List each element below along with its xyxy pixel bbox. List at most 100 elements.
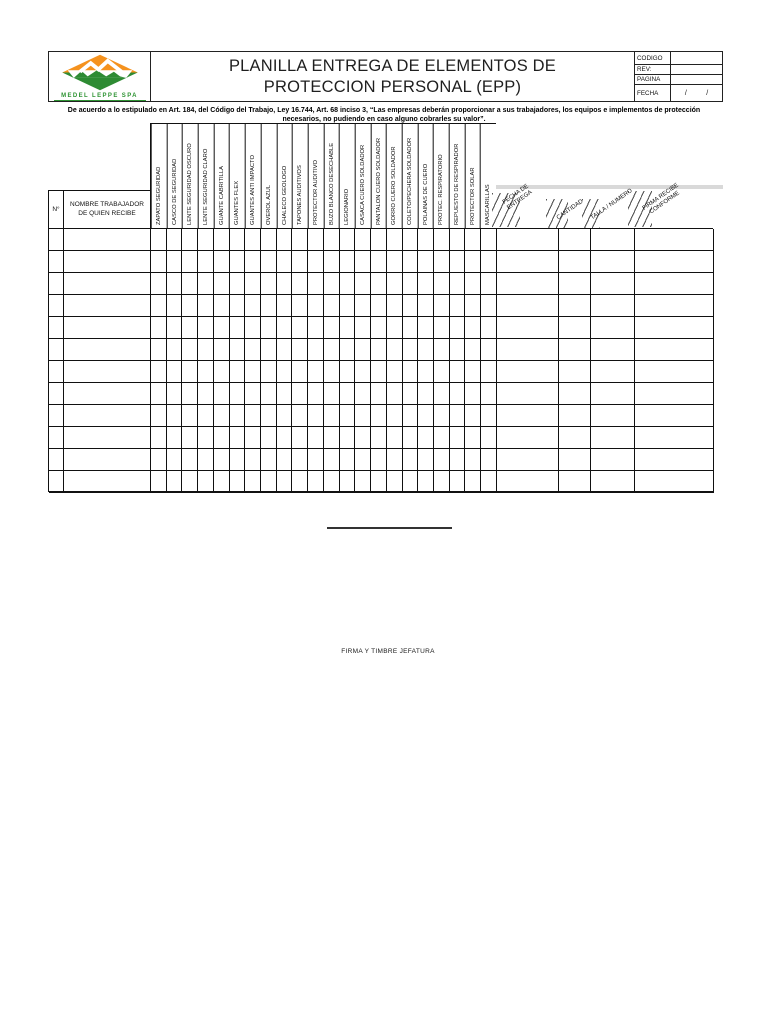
empty-cell	[229, 427, 246, 449]
empty-cell	[261, 317, 277, 339]
empty-cell	[151, 383, 167, 405]
empty-cell	[213, 229, 230, 251]
empty-cell	[386, 273, 403, 295]
empty-cell	[308, 229, 324, 251]
empty-cell	[276, 273, 293, 295]
empty-cell	[386, 449, 403, 471]
doc-info-box: CODIGO REV: PAGINA FECHA / /	[634, 52, 722, 101]
empty-cell	[292, 405, 309, 427]
empty-cell	[590, 339, 635, 361]
empty-cell	[449, 383, 466, 405]
empty-cell	[245, 449, 262, 471]
empty-cell	[558, 471, 591, 493]
empty-cell	[276, 295, 293, 317]
empty-cell	[355, 405, 372, 427]
empty-cell	[245, 427, 262, 449]
empty-cell	[308, 317, 324, 339]
empty-cell	[449, 471, 466, 493]
empty-cell	[213, 471, 230, 493]
empty-cell	[371, 229, 387, 251]
empty-cell	[292, 427, 309, 449]
empty-cell	[292, 383, 309, 405]
empty-cell	[198, 229, 214, 251]
empty-cell	[151, 251, 167, 273]
empty-cell	[229, 251, 246, 273]
empty-cell	[166, 251, 183, 273]
empty-cell	[261, 229, 277, 251]
empty-cell	[166, 273, 183, 295]
empty-cell	[292, 449, 309, 471]
empty-cell	[496, 449, 559, 471]
empty-cell	[182, 229, 199, 251]
empty-cell	[292, 229, 309, 251]
empty-cell	[339, 383, 356, 405]
codigo-value	[671, 52, 722, 64]
header-band: MEDEL LEPPE SPA PLANILLA ENTREGA DE ELEM…	[48, 51, 723, 102]
empty-cell	[64, 273, 151, 295]
empty-cell	[49, 295, 64, 317]
empty-cell	[449, 405, 466, 427]
empty-cell	[449, 251, 466, 273]
empty-cell	[339, 229, 356, 251]
empty-cell	[323, 295, 340, 317]
empty-cell	[418, 383, 434, 405]
empty-cell	[558, 339, 591, 361]
empty-cell	[634, 229, 714, 251]
empty-cell	[64, 361, 151, 383]
empty-cell	[213, 251, 230, 273]
empty-cell	[481, 317, 497, 339]
empty-cell	[323, 361, 340, 383]
empty-cell	[276, 383, 293, 405]
empty-cell	[355, 449, 372, 471]
empty-cell	[151, 229, 167, 251]
empty-cell	[229, 471, 246, 493]
empty-cell	[245, 229, 262, 251]
empty-cell	[49, 449, 64, 471]
empty-cell	[229, 295, 246, 317]
empty-cell	[433, 339, 450, 361]
epp-column-header: OVEROL AZUL	[260, 124, 277, 228]
empty-cell	[496, 405, 559, 427]
empty-cell	[166, 317, 183, 339]
empty-cell	[261, 383, 277, 405]
empty-cell	[371, 273, 387, 295]
empty-cell	[418, 471, 434, 493]
empty-cell	[49, 339, 64, 361]
logo-cell: MEDEL LEPPE SPA	[49, 52, 151, 101]
epp-column-header: GUANTES ANTI IMPACTO	[245, 124, 261, 228]
empty-cell	[402, 361, 419, 383]
empty-cell	[64, 449, 151, 471]
empty-cell	[386, 361, 403, 383]
diagonal-hatch	[492, 193, 520, 227]
empty-cell	[308, 361, 324, 383]
empty-cell	[496, 229, 559, 251]
empty-cell	[355, 273, 372, 295]
empty-cell	[355, 251, 372, 273]
empty-cell	[590, 229, 635, 251]
empty-cell	[151, 317, 167, 339]
diagonal-hatch	[628, 191, 652, 227]
empty-cell	[402, 251, 419, 273]
empty-cell	[308, 339, 324, 361]
empty-cell	[496, 339, 559, 361]
empty-cell	[465, 405, 482, 427]
epp-column-header: PROTECTOR AUDITIVO	[307, 124, 324, 228]
empty-cell	[292, 339, 309, 361]
empty-cell	[339, 273, 356, 295]
empty-cell	[371, 295, 387, 317]
empty-cell	[323, 251, 340, 273]
empty-cell	[213, 295, 230, 317]
empty-cell	[634, 405, 714, 427]
empty-cell	[64, 339, 151, 361]
codigo-label: CODIGO	[635, 52, 671, 64]
empty-cell	[292, 251, 309, 273]
empty-cell	[481, 405, 497, 427]
codigo-row: CODIGO	[635, 52, 722, 65]
empty-cell	[323, 317, 340, 339]
epp-column-header: PROTECTOR SOLAR	[464, 124, 481, 228]
epp-column-header: LENTE SEGURIDAD CLARO	[198, 124, 214, 228]
empty-cell	[229, 383, 246, 405]
empty-cell	[590, 361, 635, 383]
empty-cell	[213, 317, 230, 339]
empty-cell	[558, 449, 591, 471]
